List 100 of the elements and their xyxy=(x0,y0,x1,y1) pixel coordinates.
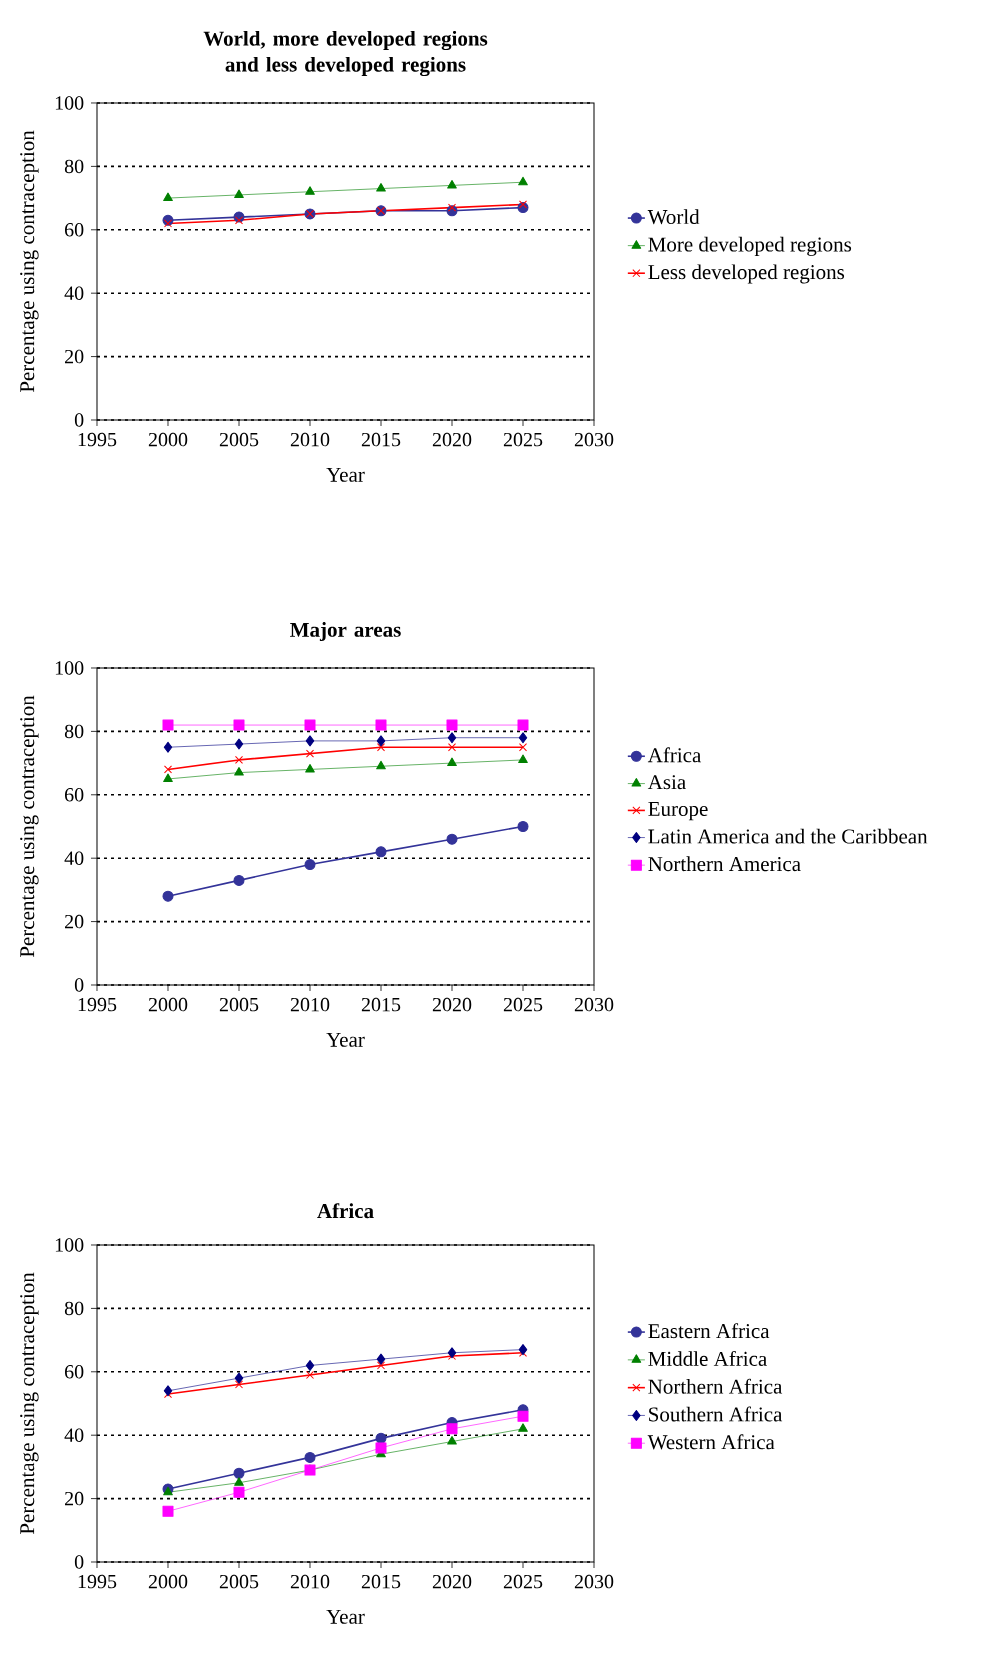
point xyxy=(304,1451,316,1463)
x-tick-label: 2030 xyxy=(574,997,614,1012)
point xyxy=(234,1380,244,1389)
point xyxy=(305,1370,315,1379)
point xyxy=(162,1505,174,1517)
point xyxy=(305,1359,315,1371)
y-axis-title: Percentage using contraception xyxy=(20,1272,39,1535)
point xyxy=(375,1432,387,1444)
point xyxy=(518,732,528,744)
point xyxy=(234,1372,244,1384)
point xyxy=(518,1344,528,1356)
x-tick-label: 2015 xyxy=(361,1574,401,1589)
chart-title: Africa xyxy=(317,1203,374,1219)
legend-label: World xyxy=(647,209,700,225)
y-tick-label: 100 xyxy=(55,1238,84,1252)
point xyxy=(447,757,457,767)
point xyxy=(446,719,458,731)
x-tick-label: 1995 xyxy=(78,997,117,1012)
point xyxy=(163,741,173,753)
point xyxy=(518,743,528,752)
point xyxy=(517,820,529,832)
point xyxy=(446,833,458,845)
point xyxy=(233,1486,245,1498)
y-tick-label: 40 xyxy=(64,851,84,865)
legend-label: Asia xyxy=(647,775,686,790)
legend-label: Middle Africa xyxy=(648,1350,767,1366)
point xyxy=(304,859,316,871)
x-tick-label: 1995 xyxy=(78,432,117,447)
point xyxy=(163,773,173,782)
point xyxy=(518,1423,528,1432)
x-tick-label: 2000 xyxy=(148,1574,188,1589)
legend-label: Eastern Africa xyxy=(648,1323,770,1339)
point xyxy=(517,719,529,731)
point xyxy=(518,754,528,763)
point xyxy=(375,719,387,731)
y-tick-label: 100 xyxy=(55,661,84,675)
x-axis-title: Year xyxy=(326,1609,365,1624)
y-axis-title: Percentage using contraception xyxy=(20,130,39,393)
point xyxy=(162,890,174,902)
x-tick-label: 2005 xyxy=(219,432,259,447)
y-tick-label: 60 xyxy=(65,223,84,237)
legend-label: Southern Africa xyxy=(649,1406,783,1422)
y-tick-label: 0 xyxy=(74,413,84,427)
y-tick-label: 40 xyxy=(64,286,84,300)
legend-label: Northern Africa xyxy=(648,1378,783,1394)
x-axis-title: Year xyxy=(326,467,365,482)
x-tick-label: 2025 xyxy=(503,432,543,447)
x-tick-label: 2005 xyxy=(219,997,259,1012)
x-tick-label: 2030 xyxy=(574,1574,614,1589)
point xyxy=(304,719,316,731)
point xyxy=(375,846,387,858)
y-tick-label: 20 xyxy=(65,1491,84,1506)
y-tick-label: 60 xyxy=(65,788,84,802)
x-tick-label: 2010 xyxy=(290,1574,330,1589)
x-tick-label: 2010 xyxy=(290,997,330,1012)
legend-label: Northern America xyxy=(648,856,801,872)
point xyxy=(376,735,386,747)
point xyxy=(447,732,457,744)
legend-label: Africa xyxy=(647,747,702,763)
point xyxy=(305,735,315,747)
y-tick-label: 0 xyxy=(74,1555,84,1569)
x-tick-label: 2020 xyxy=(432,1574,472,1589)
point xyxy=(447,1436,457,1445)
point xyxy=(163,1385,173,1397)
point xyxy=(234,1477,244,1486)
point xyxy=(233,874,245,886)
y-tick-label: 80 xyxy=(64,1301,84,1316)
legend-label: Europe xyxy=(648,802,708,821)
x-tick-label: 1995 xyxy=(78,1574,117,1589)
x-tick-label: 2025 xyxy=(503,997,543,1012)
legend-label: Latin America and the Caribbean xyxy=(648,828,928,844)
x-tick-label: 2000 xyxy=(148,432,188,447)
y-tick-label: 60 xyxy=(65,1365,84,1379)
point xyxy=(376,1361,386,1370)
y-tick-label: 40 xyxy=(64,1428,84,1442)
x-tick-label: 2020 xyxy=(432,997,472,1012)
point xyxy=(163,765,173,774)
y-tick-label: 20 xyxy=(65,349,84,364)
point xyxy=(305,763,315,773)
point xyxy=(234,738,244,750)
point xyxy=(376,760,386,770)
point xyxy=(234,755,244,764)
x-tick-label: 2015 xyxy=(361,432,401,447)
x-axis-title: Year xyxy=(326,1032,365,1047)
point xyxy=(162,719,174,731)
legend-label: Less developed regions xyxy=(648,264,845,284)
x-tick-label: 2010 xyxy=(290,432,330,447)
chart-title: World, more developed regions and less developed regions xyxy=(203,30,488,77)
y-axis-title: Percentage using contraception xyxy=(20,695,39,958)
point xyxy=(233,1467,245,1479)
x-tick-label: 2015 xyxy=(361,997,401,1012)
x-tick-label: 2000 xyxy=(148,997,188,1012)
y-tick-label: 80 xyxy=(64,159,84,174)
point xyxy=(447,1347,457,1359)
x-tick-label: 2025 xyxy=(503,1574,543,1589)
y-tick-label: 100 xyxy=(55,96,84,110)
point xyxy=(375,1442,387,1454)
chart-title: Major areas xyxy=(290,622,401,642)
point xyxy=(447,743,457,752)
y-tick-label: 80 xyxy=(64,724,84,739)
